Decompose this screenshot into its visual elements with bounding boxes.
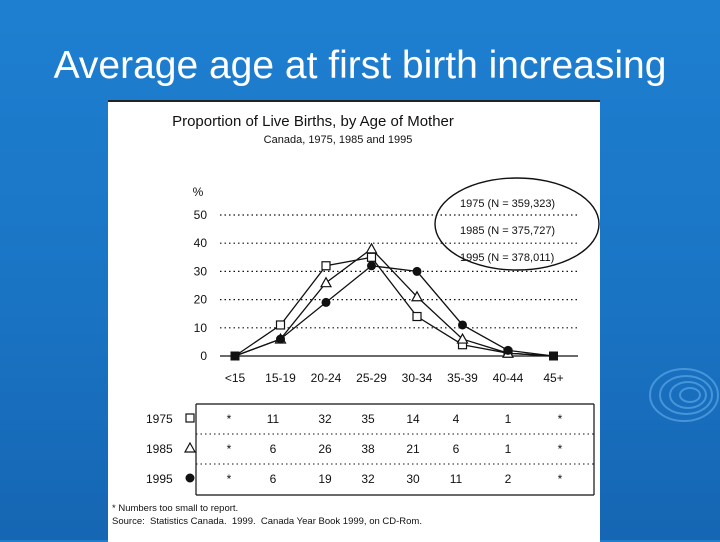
- data-point: [276, 334, 285, 344]
- table-row-label: 1995: [146, 472, 173, 486]
- table-cell: *: [227, 472, 232, 486]
- table-cell: 4: [453, 412, 460, 426]
- table-row-marker: [185, 413, 195, 423]
- data-point: [410, 290, 424, 302]
- table-cell: 35: [361, 412, 375, 426]
- x-tick-label: 20-24: [311, 371, 342, 385]
- data-point: [275, 320, 286, 330]
- table-cell: 1: [505, 442, 512, 456]
- series-line: [234, 265, 554, 357]
- legend: 1975 (N = 359,323) 1985 (N = 375,727) 1995…: [434, 177, 600, 271]
- y-tick-label: 50: [194, 208, 208, 222]
- table-cell: 38: [361, 442, 375, 456]
- legend-entry: 1985 (N = 375,727): [460, 225, 555, 237]
- table-cell: 30: [406, 472, 420, 486]
- slide-title: Average age at first birth increasing: [53, 44, 667, 87]
- data-point: [456, 332, 469, 344]
- x-tick-label: 35-39: [447, 371, 478, 385]
- y-tick-label: 10: [194, 321, 208, 335]
- table-cell: 14: [406, 412, 420, 426]
- data-point: [367, 261, 376, 271]
- data-point: [321, 297, 331, 307]
- table-cell: *: [558, 412, 563, 426]
- data-point: [412, 266, 422, 276]
- y-axis-unit: %: [193, 185, 204, 199]
- table-row-marker: [183, 441, 197, 453]
- data-point: [366, 252, 377, 262]
- line-chart: Proportion of Live Births, by Age of Mot…: [112, 113, 600, 527]
- data-point: [503, 345, 513, 355]
- y-tick-label: 40: [194, 236, 208, 250]
- y-tick-label: 30: [194, 264, 208, 278]
- data-table: 1975 * 11 32 35 14 4 1 * 1985 * 6 26 38 21 6 1 * 1995 * 6 19 3…: [146, 403, 595, 496]
- legend-entry: 1995 (N = 378,011): [460, 252, 554, 264]
- series-lines: [230, 242, 558, 361]
- table-cell: 1: [505, 412, 512, 426]
- table-cell: 32: [361, 472, 375, 486]
- endpoint-markers: [230, 351, 558, 361]
- table-row-label: 1975: [146, 412, 173, 426]
- table-cell: 11: [450, 472, 463, 486]
- data-point: [230, 351, 240, 361]
- data-point: [321, 261, 331, 271]
- data-point: [319, 276, 333, 288]
- footnote: * Numbers too small to report.: [112, 503, 238, 514]
- series-3: [234, 261, 554, 357]
- x-tick-label: <15: [225, 371, 246, 385]
- grid-lines: [220, 214, 578, 357]
- legend-entry: 1975 (N = 359,323): [460, 198, 555, 210]
- table-cell: 6: [270, 442, 277, 456]
- data-point: [365, 242, 378, 254]
- table-cell: 19: [318, 472, 332, 486]
- x-tick-label: 30-34: [402, 371, 433, 385]
- x-tick-label: 25-29: [356, 371, 387, 385]
- table-cell: 26: [318, 442, 332, 456]
- table-cell: 6: [453, 442, 460, 456]
- table-cell: 2: [505, 472, 512, 486]
- x-tick-label: 45+: [543, 371, 563, 385]
- chart-figure: Proportion of Live Births, by Age of Mot…: [108, 100, 600, 542]
- series-line: [234, 256, 554, 357]
- y-tick-labels: 0 10 20 30 40 50: [194, 208, 208, 363]
- table-cell: *: [227, 442, 232, 456]
- y-tick-label: 0: [200, 349, 207, 363]
- chart-subtitle: Canada, 1975, 1985 and 1995: [264, 134, 413, 146]
- table-cell: *: [558, 442, 563, 456]
- chart-title: Proportion of Live Births, by Age of Mot…: [172, 113, 454, 130]
- x-tick-labels: <15 15-19 20-24 25-29 30-34 35-39 40-44 45+: [225, 371, 564, 385]
- x-tick-label: 15-19: [265, 371, 296, 385]
- legend-oval: [434, 177, 600, 271]
- table-cell: *: [227, 412, 232, 426]
- data-point: [549, 351, 558, 361]
- series-line: [234, 247, 554, 357]
- table-cell: 21: [406, 442, 420, 456]
- table-cell: 32: [318, 412, 332, 426]
- y-tick-label: 20: [194, 293, 208, 307]
- data-point: [458, 320, 467, 330]
- table-cell: 6: [270, 472, 277, 486]
- x-tick-label: 40-44: [493, 371, 524, 385]
- table-row-marker: [185, 473, 195, 483]
- swirl-decoration: [649, 368, 719, 422]
- table-row-label: 1985: [146, 442, 173, 456]
- source-note: Source: Statistics Canada. 1999. Canada …: [112, 516, 422, 527]
- data-point: [412, 311, 422, 322]
- table-cell: 11: [267, 412, 280, 426]
- table-cell: *: [558, 472, 563, 486]
